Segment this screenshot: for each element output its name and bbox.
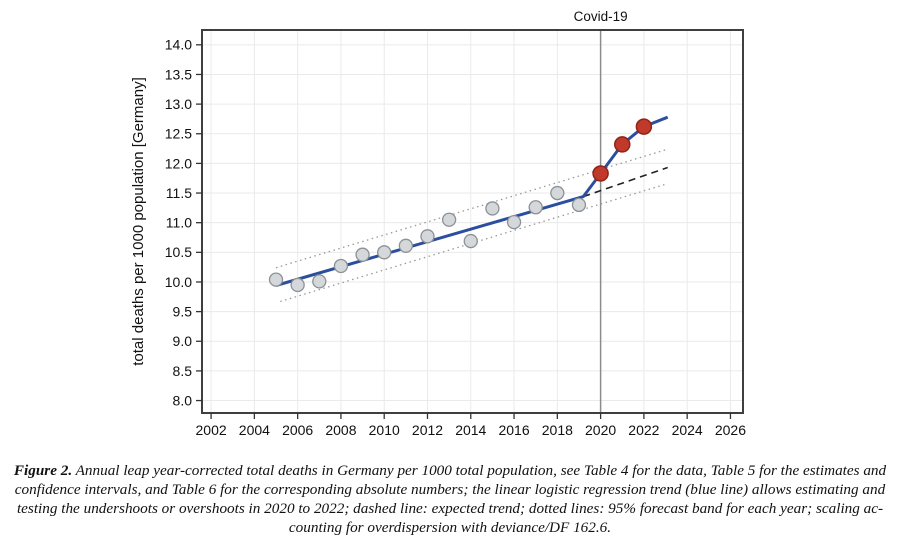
covid-annotation-label: Covid-19 bbox=[574, 9, 628, 24]
regression-trend-line bbox=[275, 115, 669, 287]
x-tick-label: 2026 bbox=[715, 422, 746, 438]
data-point-2013 bbox=[441, 212, 457, 227]
data-point-2011 bbox=[398, 238, 413, 253]
figure-caption: Figure 2. Annual leap year-corrected tot… bbox=[0, 461, 900, 537]
figure-caption-line-3: testing the undershoots or overshoots in… bbox=[16, 500, 884, 517]
data-point-2005 bbox=[268, 272, 284, 287]
x-tick-label: 2004 bbox=[239, 422, 270, 438]
covid-data-point-2020 bbox=[592, 165, 609, 182]
y-tick-label: 10.5 bbox=[165, 244, 192, 260]
y-tick-label: 12.5 bbox=[165, 126, 192, 142]
x-tick-label: 2024 bbox=[672, 422, 703, 438]
forecast-band-upper bbox=[275, 148, 668, 269]
data-point-2008 bbox=[333, 258, 349, 274]
covid-data-point-2021 bbox=[613, 136, 631, 153]
y-tick-label: 13.5 bbox=[165, 66, 192, 82]
y-tick-label: 11.5 bbox=[166, 185, 192, 201]
y-tick-label: 10.0 bbox=[165, 274, 192, 290]
x-tick-label: 2016 bbox=[498, 422, 529, 438]
y-tick-label: 8.0 bbox=[173, 392, 193, 408]
y-axis-title: total deaths per 1000 population [German… bbox=[130, 77, 147, 366]
x-tick-label: 2002 bbox=[196, 422, 227, 438]
x-tick-label: 2008 bbox=[325, 422, 356, 438]
data-point-2019 bbox=[571, 197, 587, 213]
data-point-2012 bbox=[420, 229, 435, 244]
data-point-2006 bbox=[290, 277, 305, 293]
plot-border bbox=[201, 29, 744, 414]
y-tick-label: 11.0 bbox=[166, 215, 192, 231]
x-tick-label: 2014 bbox=[455, 422, 486, 438]
figure-caption-number: Figure 2. bbox=[13, 462, 73, 479]
y-tick-label: 8.5 bbox=[173, 363, 193, 379]
data-point-2016 bbox=[506, 214, 522, 230]
figure-caption-line-4: counting for overdispersion with devianc… bbox=[288, 519, 612, 536]
y-tick-label: 9.0 bbox=[173, 333, 193, 349]
data-point-2018 bbox=[550, 185, 565, 201]
x-tick-label: 2012 bbox=[412, 422, 443, 438]
x-tick-label: 2010 bbox=[369, 422, 400, 438]
y-tick-label: 9.5 bbox=[173, 304, 193, 320]
y-tick-label: 12.0 bbox=[165, 155, 192, 171]
x-tick-label: 2020 bbox=[585, 422, 616, 438]
expected-trend-dashed-line bbox=[583, 166, 668, 198]
y-tick-label: 13.0 bbox=[165, 96, 192, 112]
y-tick-label: 14.0 bbox=[165, 37, 192, 53]
data-point-2014 bbox=[463, 233, 478, 249]
figure-caption-line-2: confidence intervals, and Table 6 for th… bbox=[14, 481, 886, 498]
x-tick-label: 2022 bbox=[628, 422, 659, 438]
data-point-2015 bbox=[485, 201, 500, 216]
data-point-2010 bbox=[377, 245, 392, 260]
deaths-chart: 8.0 8.5 9.0 9.5 10.0 10.5 11.0 11.5 12.0 12.5 13.0… bbox=[130, 9, 746, 438]
x-tick-label: 2006 bbox=[282, 422, 313, 438]
x-tick-label: 2018 bbox=[542, 422, 573, 438]
data-point-2009 bbox=[355, 247, 370, 262]
figure-caption-line-1: Figure 2. Annual leap year-corrected tot… bbox=[13, 462, 887, 479]
data-point-2017 bbox=[528, 200, 543, 215]
covid-data-point-2022 bbox=[635, 118, 653, 135]
chart-svg: 8.0 8.5 9.0 9.5 10.0 10.5 11.0 11.5 12.0 12.5 13.0… bbox=[130, 9, 746, 438]
data-point-2007 bbox=[312, 274, 327, 289]
